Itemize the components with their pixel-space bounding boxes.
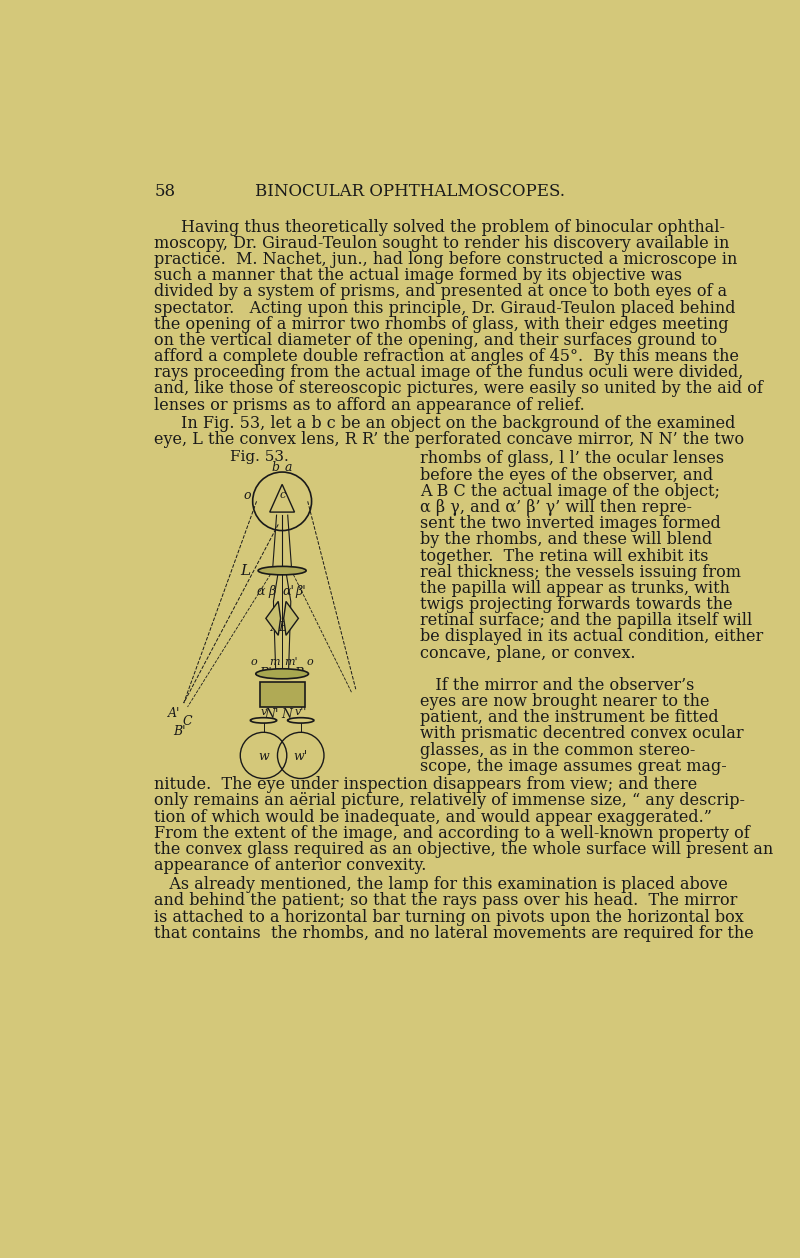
Text: B': B' (174, 725, 186, 737)
Text: From the extent of the image, and according to a well-known property of: From the extent of the image, and accord… (154, 825, 750, 842)
Text: β: β (269, 585, 276, 599)
Bar (260, 682, 305, 707)
Text: and behind the patient; so that the rays pass over his head.  The mirror: and behind the patient; so that the rays… (154, 892, 738, 910)
Text: together.  The retina will exhibit its: together. The retina will exhibit its (420, 547, 709, 565)
Text: lenses or prisms as to afford an appearance of relief.: lenses or prisms as to afford an appeara… (154, 396, 585, 414)
Text: only remains an aërial picture, relatively of immense size, “ any descrip-: only remains an aërial picture, relative… (154, 793, 746, 809)
Text: N': N' (264, 708, 278, 721)
Text: rhombs of glass, l l’ the ocular lenses: rhombs of glass, l l’ the ocular lenses (420, 450, 724, 468)
Text: R: R (294, 667, 304, 679)
Text: A': A' (168, 707, 181, 720)
Text: and, like those of stereoscopic pictures, were easily so united by the aid of: and, like those of stereoscopic pictures… (154, 380, 763, 398)
Text: As already mentioned, the lamp for this examination is placed above: As already mentioned, the lamp for this … (154, 877, 728, 893)
Text: m': m' (285, 657, 298, 667)
Text: M: M (276, 687, 289, 699)
Text: α: α (256, 585, 265, 599)
Text: w': w' (294, 751, 308, 764)
Text: twigs projecting forwards towards the: twigs projecting forwards towards the (420, 596, 733, 613)
Text: divided by a system of prisms, and presented at once to both eyes of a: divided by a system of prisms, and prese… (154, 283, 727, 301)
Text: o: o (251, 657, 258, 667)
Text: A B C the actual image of the object;: A B C the actual image of the object; (420, 483, 720, 499)
Polygon shape (284, 601, 298, 635)
Text: tion of which would be inadequate, and would appear exaggerated.”: tion of which would be inadequate, and w… (154, 809, 712, 825)
Text: In Fig. 53, let a b c be an object on the background of the examined: In Fig. 53, let a b c be an object on th… (182, 415, 736, 431)
Ellipse shape (256, 669, 309, 679)
Text: the papilla will appear as trunks, with: the papilla will appear as trunks, with (420, 580, 730, 596)
Text: m: m (269, 657, 280, 667)
Text: c: c (280, 489, 286, 499)
Text: scope, the image assumes great mag-: scope, the image assumes great mag- (420, 757, 727, 775)
Text: Having thus theoretically solved the problem of binocular ophthal-: Having thus theoretically solved the pro… (182, 219, 726, 235)
Text: β': β' (295, 585, 306, 599)
Text: α β γ, and α’ β’ γ’ will then repre-: α β γ, and α’ β’ γ’ will then repre- (420, 499, 692, 516)
Text: a: a (285, 460, 292, 473)
Text: moscopy, Dr. Giraud-Teulon sought to render his discovery available in: moscopy, Dr. Giraud-Teulon sought to ren… (154, 235, 730, 252)
Text: patient, and the instrument be fitted: patient, and the instrument be fitted (420, 710, 718, 726)
Text: is attached to a horizontal bar turning on pivots upon the horizontal box: is attached to a horizontal bar turning … (154, 908, 744, 926)
Text: that contains  the rhombs, and no lateral movements are required for the: that contains the rhombs, and no lateral… (154, 925, 754, 942)
Text: α': α' (282, 585, 294, 599)
Text: rays proceeding from the actual image of the fundus oculi were divided,: rays proceeding from the actual image of… (154, 365, 744, 381)
Polygon shape (266, 601, 281, 635)
Text: appearance of anterior convexity.: appearance of anterior convexity. (154, 857, 426, 874)
Text: the convex glass required as an objective, the whole surface will present an: the convex glass required as an objectiv… (154, 840, 774, 858)
Text: v: v (260, 707, 266, 717)
Text: afford a complete double refraction at angles of 45°.  By this means the: afford a complete double refraction at a… (154, 348, 739, 365)
Text: such a manner that the actual image formed by its objective was: such a manner that the actual image form… (154, 267, 682, 284)
Text: on the vertical diameter of the opening, and their surfaces ground to: on the vertical diameter of the opening,… (154, 332, 718, 348)
Text: be displayed in its actual condition, either: be displayed in its actual condition, ei… (420, 628, 763, 645)
Text: b: b (272, 460, 280, 473)
Ellipse shape (258, 566, 306, 575)
Text: the opening of a mirror two rhombs of glass, with their edges meeting: the opening of a mirror two rhombs of gl… (154, 316, 729, 332)
Text: nitude.  The eye under inspection disappears from view; and there: nitude. The eye under inspection disappe… (154, 776, 698, 794)
Text: real thickness; the vessels issuing from: real thickness; the vessels issuing from (420, 564, 741, 581)
Text: 58: 58 (154, 184, 175, 200)
Text: sent the two inverted images formed: sent the two inverted images formed (420, 516, 721, 532)
Text: A: A (270, 621, 280, 634)
Text: o: o (306, 657, 314, 667)
Text: glasses, as in the common stereo-: glasses, as in the common stereo- (420, 741, 695, 759)
Text: P: P (262, 684, 271, 698)
Text: Fig. 53.: Fig. 53. (230, 450, 288, 464)
Text: concave, plane, or convex.: concave, plane, or convex. (420, 644, 635, 662)
Text: K: K (292, 684, 302, 698)
Text: before the eyes of the observer, and: before the eyes of the observer, and (420, 467, 714, 483)
Text: by the rhombs, and these will blend: by the rhombs, and these will blend (420, 531, 712, 548)
Text: o: o (244, 488, 251, 502)
Text: spectator.   Acting upon this principle, Dr. Giraud-Teulon placed behind: spectator. Acting upon this principle, D… (154, 299, 736, 317)
Text: v'': v'' (294, 707, 307, 717)
Text: with prismatic decentred convex ocular: with prismatic decentred convex ocular (420, 726, 744, 742)
Text: w: w (258, 751, 269, 764)
Text: BINOCULAR OPHTHALMOSCOPES.: BINOCULAR OPHTHALMOSCOPES. (255, 184, 565, 200)
Text: practice.  M. Nachet, jun., had long before constructed a microscope in: practice. M. Nachet, jun., had long befo… (154, 252, 738, 268)
Text: L: L (240, 564, 250, 577)
Text: N: N (282, 708, 292, 721)
Text: R': R' (258, 667, 271, 679)
Text: retinal surface; and the papilla itself will: retinal surface; and the papilla itself … (420, 613, 752, 629)
Text: If the mirror and the observer’s: If the mirror and the observer’s (420, 677, 694, 694)
Text: C: C (182, 715, 192, 727)
Text: eyes are now brought nearer to the: eyes are now brought nearer to the (420, 693, 710, 710)
Text: eye, L the convex lens, R R’ the perforated concave mirror, N N’ the two: eye, L the convex lens, R R’ the perfora… (154, 431, 744, 448)
Text: B: B (278, 621, 287, 634)
